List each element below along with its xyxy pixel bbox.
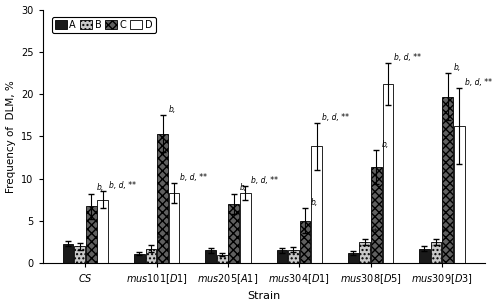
Text: **: **: [442, 228, 450, 237]
Text: **: **: [370, 228, 378, 237]
Bar: [454, 126, 464, 263]
Text: b, d, **: b, d, **: [465, 78, 492, 87]
Text: b,: b,: [382, 140, 390, 149]
Bar: [419, 249, 430, 263]
Text: b,: b,: [240, 184, 247, 192]
Bar: [312, 146, 322, 263]
X-axis label: Strain: Strain: [247, 291, 280, 301]
Bar: [206, 251, 216, 263]
Text: b, d, **: b, d, **: [180, 173, 207, 181]
Text: b,: b,: [97, 184, 104, 192]
Bar: [146, 249, 156, 263]
Bar: [240, 193, 250, 263]
Text: b, d, **: b, d, **: [108, 181, 136, 190]
Text: b,: b,: [454, 63, 460, 72]
Bar: [62, 244, 74, 263]
Bar: [228, 204, 239, 263]
Text: b,: b,: [168, 105, 175, 114]
Bar: [276, 251, 287, 263]
Bar: [288, 250, 299, 263]
Text: **: **: [156, 235, 164, 244]
Bar: [169, 193, 179, 263]
Bar: [300, 221, 310, 263]
Bar: [157, 134, 168, 263]
Bar: [348, 253, 358, 263]
Text: b,: b,: [311, 198, 318, 207]
Legend: A, B, C, D: A, B, C, D: [52, 17, 156, 33]
Y-axis label: Frequency of  DLM, %: Frequency of DLM, %: [6, 80, 16, 193]
Text: b, d, **: b, d, **: [322, 112, 349, 122]
Text: b, d, **: b, d, **: [394, 52, 420, 61]
Bar: [134, 254, 144, 263]
Bar: [98, 200, 108, 263]
Bar: [442, 97, 453, 263]
Bar: [371, 167, 382, 263]
Bar: [74, 246, 85, 263]
Bar: [430, 242, 442, 263]
Bar: [86, 206, 97, 263]
Bar: [382, 84, 394, 263]
Text: b, d, **: b, d, **: [251, 176, 278, 185]
Bar: [217, 255, 228, 263]
Bar: [360, 242, 370, 263]
